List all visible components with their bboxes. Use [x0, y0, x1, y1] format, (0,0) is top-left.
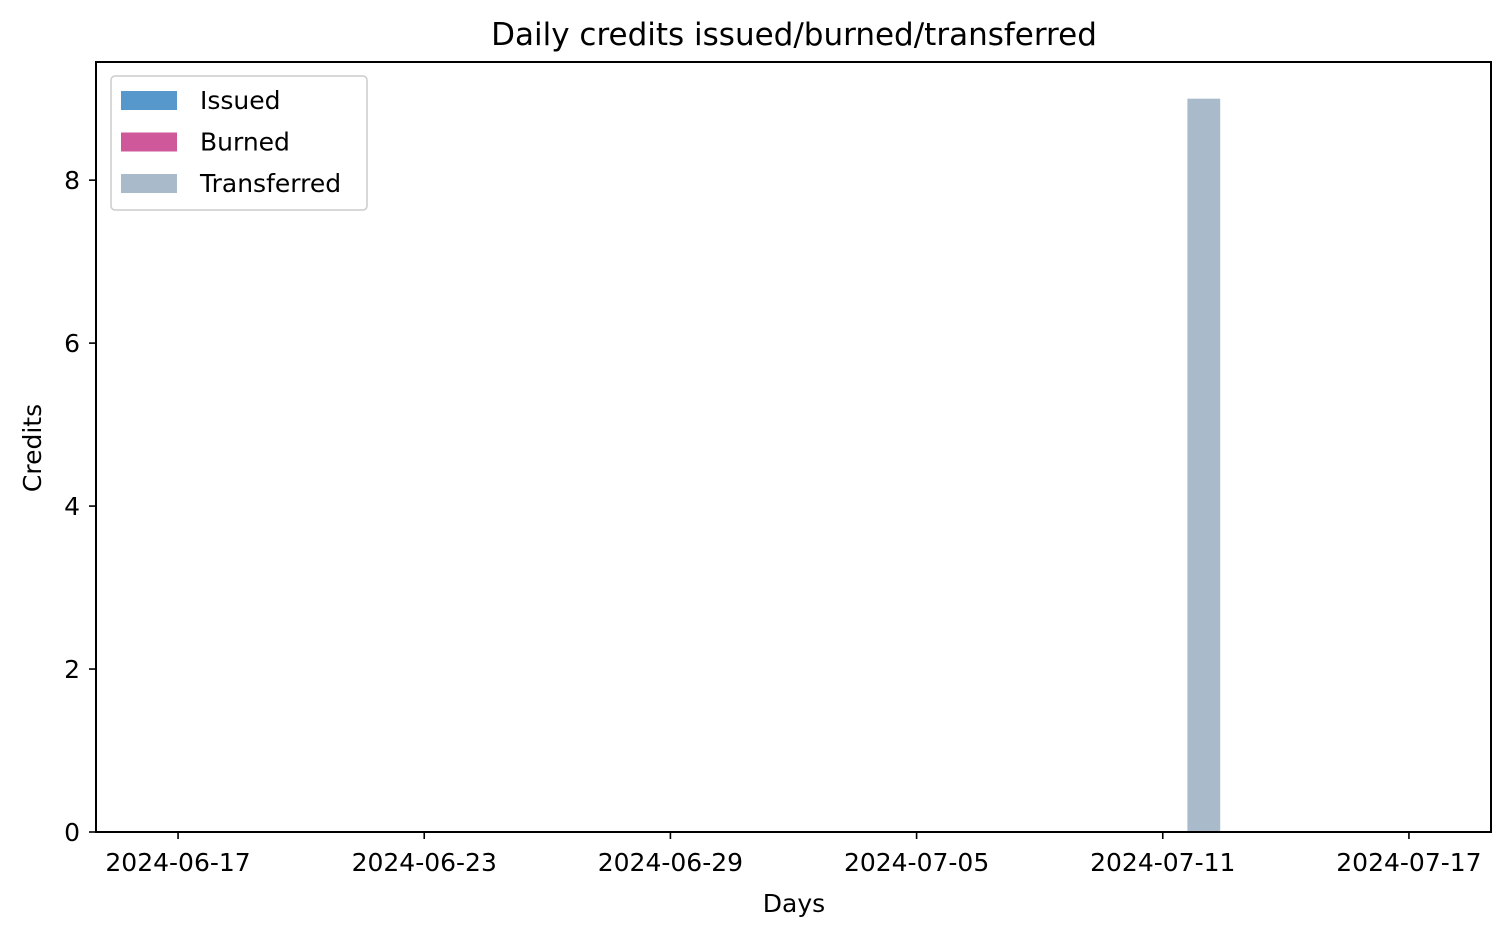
y-tick-label: 0	[64, 818, 80, 847]
x-axis-label: Days	[763, 889, 825, 918]
y-axis-label: Credits	[18, 404, 47, 492]
x-tick-label: 2024-06-29	[598, 848, 743, 877]
x-tick-label: 2024-06-23	[352, 848, 497, 877]
x-tick-label: 2024-07-05	[844, 848, 989, 877]
legend: Issued Burned Transferred	[110, 75, 368, 211]
y-tick-label: 6	[64, 329, 80, 358]
legend-label-issued: Issued	[200, 86, 281, 115]
y-tick-label: 4	[64, 492, 80, 521]
x-tick-label: 2024-06-17	[105, 848, 250, 877]
legend-swatch-transferred	[121, 174, 177, 193]
legend-swatch-issued	[121, 91, 177, 110]
x-axis: 2024-06-17 2024-06-23 2024-06-29 2024-07-05…	[105, 832, 1482, 877]
x-tick-label: 2024-07-11	[1090, 848, 1235, 877]
y-tick-label: 2	[64, 655, 80, 684]
bars-layer	[1187, 98, 1221, 832]
bar-transferred-0	[1187, 98, 1221, 832]
legend-label-burned: Burned	[200, 128, 290, 157]
chart-title: Daily credits issued/burned/transferred	[491, 17, 1097, 53]
x-tick-label: 2024-07-17	[1336, 848, 1481, 877]
y-tick-label: 8	[64, 166, 80, 195]
plot-frame	[95, 61, 1492, 833]
legend-swatch-burned	[121, 132, 177, 152]
y-axis: 0 2 4 6 8	[64, 166, 96, 847]
legend-label-transferred: Transferred	[199, 169, 341, 198]
